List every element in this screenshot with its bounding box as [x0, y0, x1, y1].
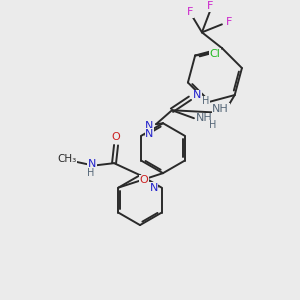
Text: H: H	[87, 168, 95, 178]
Text: F: F	[187, 8, 193, 17]
Text: F: F	[207, 2, 213, 11]
Text: N: N	[149, 183, 158, 193]
Text: N: N	[88, 159, 96, 169]
Text: O: O	[139, 176, 148, 185]
Text: Cl: Cl	[210, 49, 220, 58]
Text: NH: NH	[212, 104, 229, 114]
Text: H: H	[202, 96, 210, 106]
Text: N: N	[145, 129, 154, 139]
Text: H: H	[209, 120, 217, 130]
Text: CH₃: CH₃	[58, 154, 77, 164]
Text: N: N	[193, 90, 201, 100]
Text: F: F	[226, 17, 232, 27]
Text: N: N	[145, 121, 153, 131]
Text: O: O	[112, 132, 120, 142]
Text: NH: NH	[196, 113, 212, 123]
